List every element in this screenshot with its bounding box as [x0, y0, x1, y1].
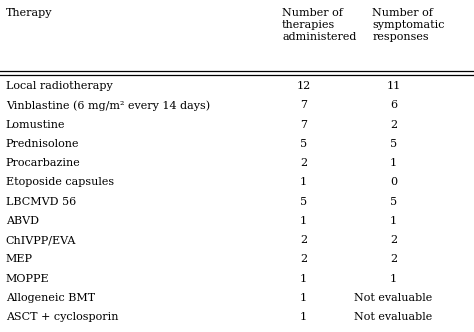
- Text: Therapy: Therapy: [6, 8, 52, 18]
- Text: 5: 5: [390, 197, 397, 207]
- Text: 1: 1: [390, 274, 397, 284]
- Text: 5: 5: [300, 197, 307, 207]
- Text: Not evaluable: Not evaluable: [354, 293, 433, 303]
- Text: Etoposide capsules: Etoposide capsules: [6, 177, 114, 187]
- Text: Vinblastine (6 mg/m² every 14 days): Vinblastine (6 mg/m² every 14 days): [6, 100, 210, 111]
- Text: 1: 1: [390, 158, 397, 168]
- Text: LBCMVD 56: LBCMVD 56: [6, 197, 76, 207]
- Text: 1: 1: [300, 293, 307, 303]
- Text: 1: 1: [300, 312, 307, 322]
- Text: Lomustine: Lomustine: [6, 120, 65, 129]
- Text: 1: 1: [390, 216, 397, 226]
- Text: 1: 1: [300, 274, 307, 284]
- Text: 2: 2: [300, 235, 307, 245]
- Text: 1: 1: [300, 177, 307, 187]
- Text: 2: 2: [390, 254, 397, 264]
- Text: ABVD: ABVD: [6, 216, 39, 226]
- Text: Procarbazine: Procarbazine: [6, 158, 81, 168]
- Text: MOPPE: MOPPE: [6, 274, 49, 284]
- Text: 0: 0: [390, 177, 397, 187]
- Text: 7: 7: [300, 120, 307, 129]
- Text: ASCT + cyclosporin: ASCT + cyclosporin: [6, 312, 118, 322]
- Text: Not evaluable: Not evaluable: [354, 312, 433, 322]
- Text: 2: 2: [390, 120, 397, 129]
- Text: 11: 11: [386, 81, 401, 91]
- Text: 2: 2: [390, 235, 397, 245]
- Text: Number of
therapies
administered: Number of therapies administered: [282, 8, 356, 42]
- Text: 1: 1: [300, 216, 307, 226]
- Text: 12: 12: [296, 81, 310, 91]
- Text: ChIVPP/EVA: ChIVPP/EVA: [6, 235, 76, 245]
- Text: Number of
symptomatic
responses: Number of symptomatic responses: [372, 8, 445, 42]
- Text: 2: 2: [300, 254, 307, 264]
- Text: Local radiotherapy: Local radiotherapy: [6, 81, 112, 91]
- Text: 5: 5: [390, 139, 397, 149]
- Text: 2: 2: [300, 158, 307, 168]
- Text: 6: 6: [390, 100, 397, 110]
- Text: 7: 7: [300, 100, 307, 110]
- Text: Allogeneic BMT: Allogeneic BMT: [6, 293, 95, 303]
- Text: Prednisolone: Prednisolone: [6, 139, 79, 149]
- Text: MEP: MEP: [6, 254, 33, 264]
- Text: 5: 5: [300, 139, 307, 149]
